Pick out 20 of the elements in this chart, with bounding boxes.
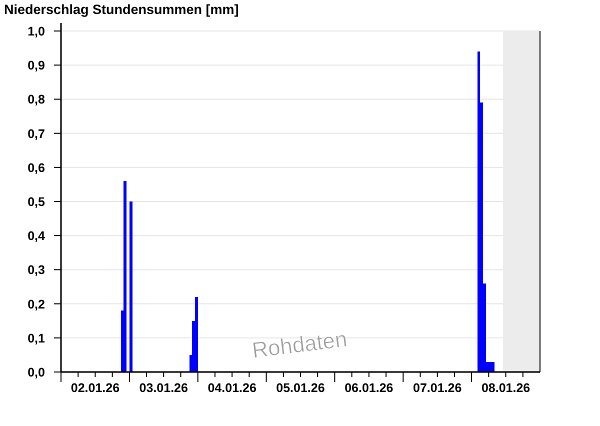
y-tick-label: 0,8 (28, 92, 46, 107)
x-tick-label: 07.01.26 (413, 381, 462, 395)
y-tick-label: 0,5 (28, 195, 46, 209)
x-tick-label: 05.01.26 (276, 381, 325, 395)
y-tick-label: 1,0 (28, 24, 46, 38)
y-tick-label: 0,9 (28, 58, 46, 73)
x-tick-label: 03.01.26 (139, 381, 188, 395)
y-tick-label: 0,0 (28, 366, 46, 380)
y-tick-label: 0,1 (28, 331, 46, 346)
y-tick-label: 0,4 (28, 229, 46, 244)
y-tick-label: 0,7 (28, 126, 46, 141)
y-tick-label: 0,3 (28, 263, 46, 278)
annotation: Rohdaten (250, 326, 348, 363)
x-tick-label: 06.01.26 (344, 381, 394, 395)
x-tick-label: 08.01.26 (481, 381, 530, 395)
y-tick-label: 0,2 (28, 297, 46, 312)
y-tick-label: 0,6 (28, 160, 46, 175)
chart-title: Niederschlag Stundensummen [mm] (4, 2, 239, 17)
x-tick-label: 02.01.26 (70, 381, 120, 395)
x-tick-label: 04.01.26 (208, 381, 256, 395)
